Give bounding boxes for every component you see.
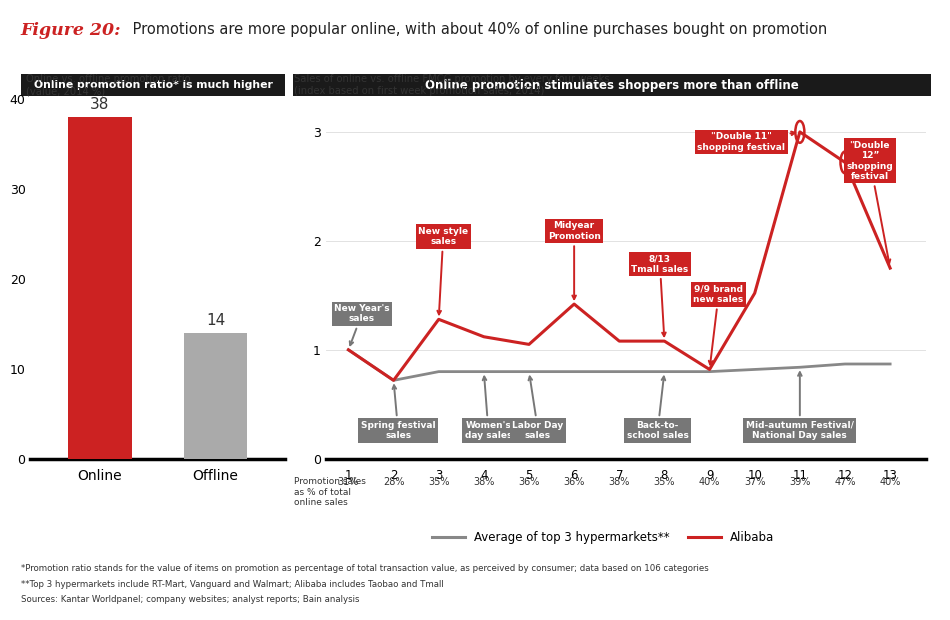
Bar [183, 333, 247, 459]
Text: 40%: 40% [699, 477, 720, 487]
Text: Online promotion stimulates shoppers more than offline: Online promotion stimulates shoppers mor… [425, 79, 799, 92]
Text: 36%: 36% [563, 477, 585, 487]
Text: Figure 20:: Figure 20: [21, 22, 122, 38]
Text: Sources: Kantar Worldpanel; company websites; analyst reports; Bain analysis: Sources: Kantar Worldpanel; company webs… [21, 595, 359, 604]
Text: Online promotion ratio* is much higher: Online promotion ratio* is much higher [33, 80, 273, 91]
Text: **Top 3 hypermarkets include RT-Mart, Vanguard and Walmart; Alibaba includes Tao: **Top 3 hypermarkets include RT-Mart, Va… [21, 580, 444, 589]
Text: Women's
day sales: Women's day sales [465, 376, 512, 440]
Text: Spring festival
sales: Spring festival sales [361, 385, 435, 440]
Text: 38%: 38% [473, 477, 495, 487]
Text: "Double
12”
shopping
festival: "Double 12” shopping festival [846, 141, 893, 264]
Text: Online vs. offline promotion ratio
(value, 2014 %): Online vs. offline promotion ratio (valu… [26, 74, 190, 96]
Text: New Year's
sales: New Year's sales [334, 304, 390, 345]
Text: 38%: 38% [609, 477, 630, 487]
Text: 35%: 35% [428, 477, 449, 487]
Text: New style
sales: New style sales [418, 227, 468, 314]
Text: Midyear
Promotion: Midyear Promotion [548, 221, 600, 299]
Text: Promotions are more popular online, with about 40% of online purchases bought on: Promotions are more popular online, with… [128, 22, 827, 37]
Text: 28%: 28% [383, 477, 405, 487]
Text: Sales of online vs. offline FMCG promotion by every four weeks
(index based on f: Sales of online vs. offline FMCG promoti… [294, 74, 610, 96]
Text: *Promotion ratio stands for the value of items on promotion as percentage of tot: *Promotion ratio stands for the value of… [21, 564, 709, 574]
Text: "Double 11"
shopping festival: "Double 11" shopping festival [697, 131, 795, 151]
Text: 14: 14 [206, 312, 225, 327]
Text: 36%: 36% [519, 477, 540, 487]
Text: 8/13
Tmall sales: 8/13 Tmall sales [632, 254, 689, 336]
Text: 35%: 35% [654, 477, 675, 487]
Text: 9/9 brand
new sales: 9/9 brand new sales [694, 285, 744, 365]
Legend: Average of top 3 hypermarkets**, Alibaba: Average of top 3 hypermarkets**, Alibaba [428, 526, 779, 549]
Text: Labor Day
sales: Labor Day sales [512, 376, 563, 440]
Text: 47%: 47% [834, 477, 856, 487]
Text: Promotion sales
as % of total
online sales: Promotion sales as % of total online sal… [294, 477, 366, 507]
Text: 40%: 40% [880, 477, 901, 487]
Text: Mid-autumn Festival/
National Day sales: Mid-autumn Festival/ National Day sales [746, 372, 854, 440]
Text: 37%: 37% [744, 477, 766, 487]
Text: 38: 38 [90, 97, 109, 112]
Bar [68, 117, 132, 459]
Text: Back-to-
school sales: Back-to- school sales [627, 376, 689, 440]
Text: 39%: 39% [789, 477, 810, 487]
Text: 31%: 31% [338, 477, 359, 487]
